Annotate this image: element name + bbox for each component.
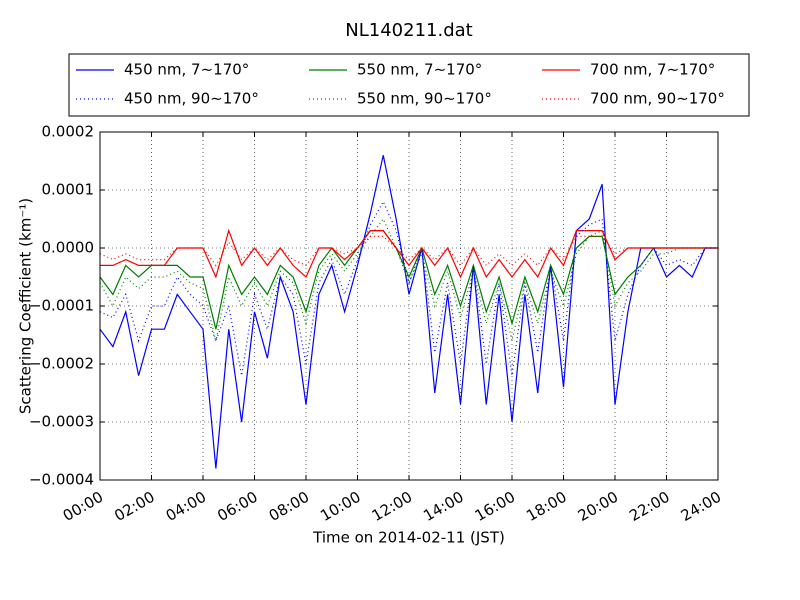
y-tick-label: 0.0002 bbox=[42, 123, 95, 141]
series-line bbox=[99, 230, 718, 330]
y-tick-label: −0.0001 bbox=[29, 297, 94, 315]
legend-label: 450 nm, 7∼170° bbox=[124, 61, 249, 79]
y-tick-label: 0.0000 bbox=[42, 239, 95, 257]
y-tick-label: 0.0001 bbox=[42, 181, 95, 199]
legend-label: 700 nm, 90∼170° bbox=[590, 90, 725, 108]
series-line bbox=[99, 155, 718, 469]
legend-label: 450 nm, 90∼170° bbox=[124, 90, 259, 108]
plot-frame bbox=[99, 131, 719, 481]
series-line bbox=[99, 235, 718, 267]
x-axis-label: Time on 2014-02-11 (JST) bbox=[312, 529, 505, 547]
series-line bbox=[99, 217, 718, 341]
series-line bbox=[100, 228, 718, 279]
y-tick-label: −0.0002 bbox=[29, 355, 94, 373]
legend-box bbox=[68, 53, 750, 117]
y-tick-label: −0.0003 bbox=[29, 413, 94, 431]
legend-label: 700 nm, 7∼170° bbox=[590, 61, 715, 79]
chart-title: NL140211.dat bbox=[345, 20, 472, 41]
y-axis-label: Scattering Coefficient (km⁻¹) bbox=[17, 198, 35, 414]
legend-label: 550 nm, 7∼170° bbox=[357, 61, 482, 79]
y-tick-label: −0.0004 bbox=[29, 471, 94, 489]
series-line bbox=[99, 200, 718, 376]
legend-label: 550 nm, 90∼170° bbox=[357, 90, 492, 108]
